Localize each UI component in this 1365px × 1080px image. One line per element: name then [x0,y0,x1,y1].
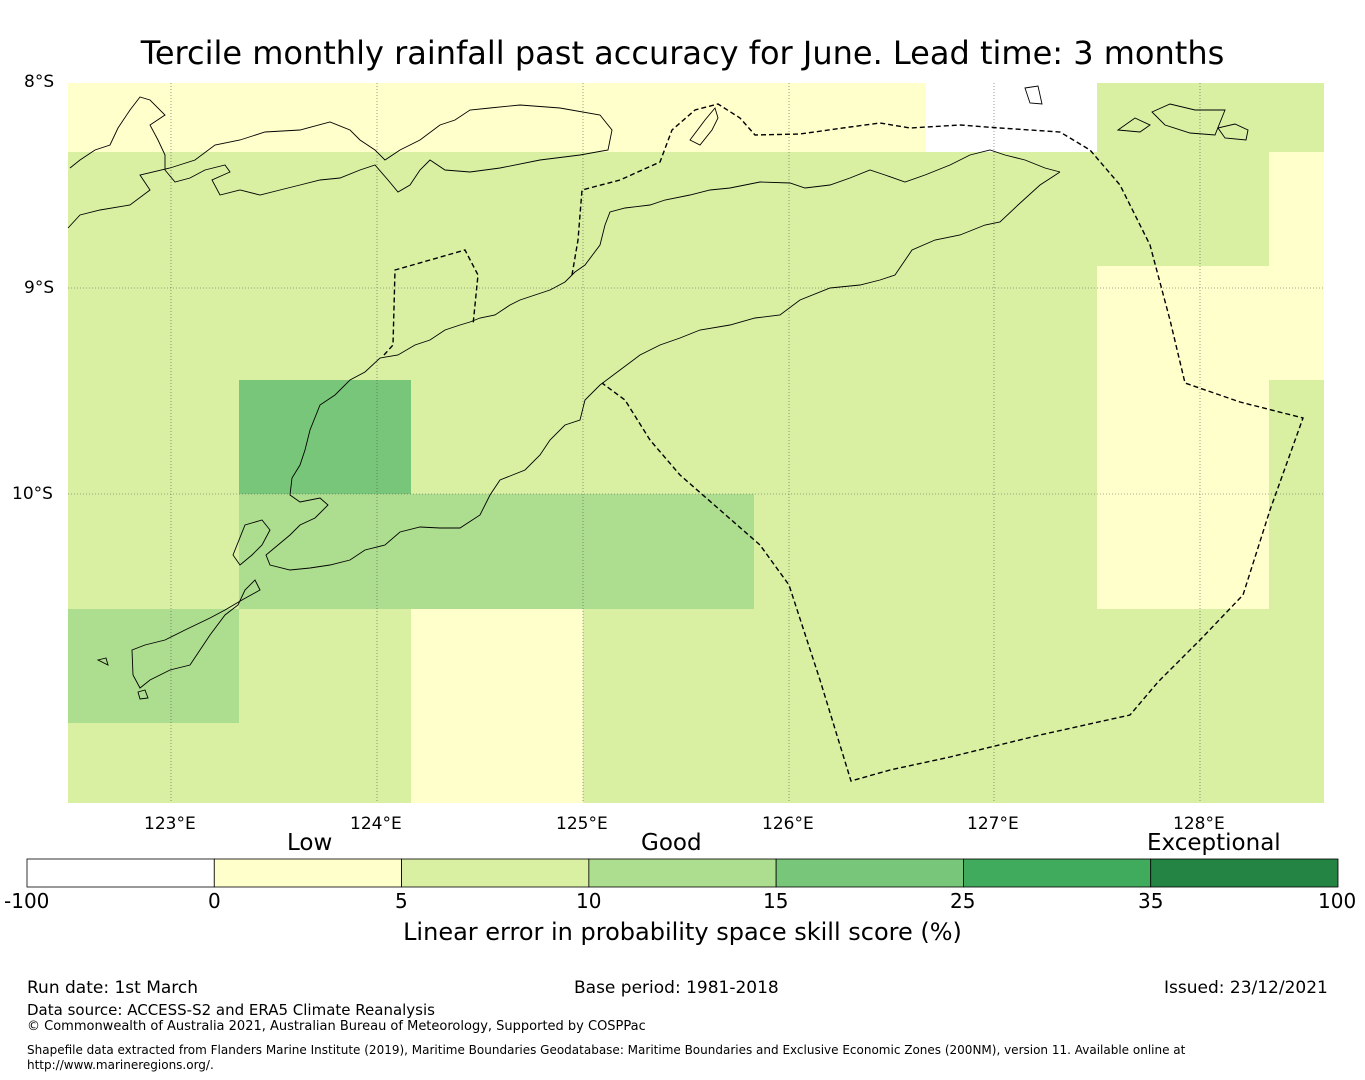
coast-semau [232,519,271,566]
cell-left-good [68,609,239,723]
lon-label-128e: 128°E [1173,814,1225,834]
coast-wetar-east [1024,85,1043,105]
category-low: Low [287,830,333,856]
gridlines [68,83,1324,803]
colorbar-label: Linear error in probability space skill … [403,918,962,946]
lon-label-126e: 126°E [762,814,814,834]
lat-label-8s: 8°S [24,72,55,92]
grid-cells [68,83,1324,803]
base-period: Base period: 1981-2018 [574,978,779,998]
category-exceptional: Exceptional [1147,830,1281,856]
boundary-oecusse [383,249,479,356]
coast-small-rote [137,689,149,700]
colorbar-segment-5 [963,858,1152,888]
coast-atauro [689,107,719,146]
coast-rote [131,579,261,689]
data-source: Data source: ACCESS-S2 and ERA5 Climate … [27,1001,435,1019]
shapefile-credit-line2: http://www.marineregions.org/. [27,1058,214,1072]
tick-minus100: -100 [4,889,50,913]
tick-35: 35 [1138,889,1164,913]
colorbar-segment-4 [775,858,964,888]
tick-25: 25 [950,889,976,913]
lon-label-127e: 127°E [967,814,1019,834]
cell-top-low [68,83,926,152]
category-good: Good [641,830,702,856]
coast-moa [1217,123,1249,141]
cell-mid-good [239,494,754,609]
tick-15: 15 [763,889,789,913]
tick-0: 0 [208,889,221,913]
coast-timor [265,149,1061,571]
lon-label-123e: 123°E [144,814,196,834]
coast-leti [1116,117,1151,133]
boundary-timor-leste-eez [571,103,1304,782]
colorbar-segment-3 [588,858,777,888]
coast-ndao [96,657,109,666]
coast-north-islands [67,96,613,229]
tick-10: 10 [576,889,602,913]
eez-boundaries [383,103,1304,782]
lat-label-10s: 10°S [12,484,53,504]
shapefile-credit-line1: Shapefile data extracted from Flanders M… [27,1043,1186,1057]
colorbar-segment-1 [213,858,402,888]
cell-right-low-1 [1269,152,1324,380]
tick-100: 100 [1318,889,1357,913]
colorbar-segment-6 [1150,858,1339,888]
tick-5: 5 [395,889,408,913]
cell-bottom-low [411,609,583,803]
cell-high-good [239,380,411,494]
cell-right-low-2 [1097,266,1269,609]
colorbar-segments [26,858,1339,888]
colorbar-segment-0 [26,858,215,888]
lon-label-125e: 125°E [556,814,608,834]
lat-label-9s: 9°S [24,278,55,298]
coast-kisar [1151,103,1226,136]
copyright: © Commonwealth of Australia 2021, Austra… [27,1019,646,1034]
lon-label-124e: 124°E [350,814,402,834]
chart-title: Tercile monthly rainfall past accuracy f… [140,34,1225,72]
cell-nodata [926,83,1097,152]
colorbar-segment-2 [401,858,590,888]
coastlines [67,85,1249,700]
run-date: Run date: 1st March [27,978,199,998]
issued-date: Issued: 23/12/2021 [1164,978,1328,998]
